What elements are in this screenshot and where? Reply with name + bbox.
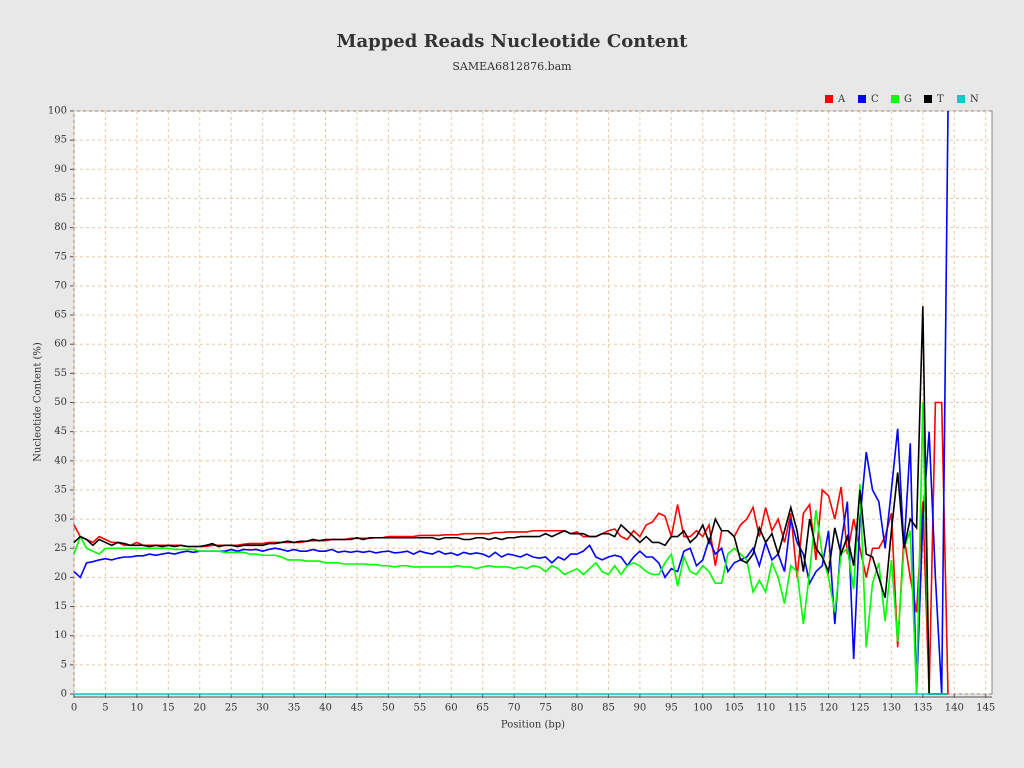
y-tick-label: 65 xyxy=(54,310,67,321)
x-tick-label: 60 xyxy=(445,703,458,714)
x-tick-label: 145 xyxy=(976,703,995,714)
y-tick-label: 55 xyxy=(54,368,67,379)
y-tick-label: 60 xyxy=(54,339,67,350)
legend-swatch xyxy=(924,95,932,103)
y-tick-label: 25 xyxy=(54,543,67,554)
x-tick-label: 110 xyxy=(756,703,775,714)
y-tick-label: 0 xyxy=(61,689,67,700)
x-tick-label: 105 xyxy=(725,703,744,714)
y-tick-label: 90 xyxy=(54,164,67,175)
x-tick-label: 95 xyxy=(665,703,678,714)
y-tick-label: 30 xyxy=(54,514,67,525)
y-axis-label: Nucleotide Content (%) xyxy=(33,342,44,462)
x-tick-label: 30 xyxy=(256,703,269,714)
y-tick-label: 10 xyxy=(54,630,67,641)
x-tick-label: 0 xyxy=(71,703,77,714)
series-line xyxy=(73,401,949,695)
y-tick-label: 80 xyxy=(54,222,67,233)
legend-swatch xyxy=(957,95,965,103)
legend-label: T xyxy=(937,94,944,105)
legend-label: A xyxy=(837,94,846,105)
legend-swatch xyxy=(891,95,899,103)
x-axis-label: Position (bp) xyxy=(501,720,565,731)
x-tick-label: 20 xyxy=(193,703,206,714)
legend-swatch xyxy=(858,95,866,103)
x-tick-label: 75 xyxy=(539,703,552,714)
y-tick-label: 95 xyxy=(54,135,67,146)
x-tick-label: 115 xyxy=(788,703,807,714)
x-tick-label: 135 xyxy=(913,703,932,714)
legend-label: N xyxy=(970,94,979,105)
legend-label: C xyxy=(871,94,879,105)
y-tick-label: 45 xyxy=(54,426,67,437)
y-tick-label: 15 xyxy=(54,601,67,612)
y-tick-label: 85 xyxy=(54,193,67,204)
y-tick-label: 75 xyxy=(54,251,67,262)
x-tick-label: 50 xyxy=(382,703,395,714)
x-tick-label: 5 xyxy=(102,703,108,714)
x-tick-label: 140 xyxy=(945,703,964,714)
y-tick-label: 35 xyxy=(54,484,67,495)
chart-title: Mapped Reads Nucleotide Content xyxy=(337,31,689,52)
x-tick-label: 15 xyxy=(162,703,175,714)
x-tick-label: 100 xyxy=(693,703,712,714)
y-tick-label: 50 xyxy=(54,397,67,408)
legend-label: G xyxy=(904,94,912,105)
y-tick-label: 70 xyxy=(54,280,67,291)
series-line xyxy=(73,306,948,695)
y-tick-label: 20 xyxy=(54,572,67,583)
x-tick-label: 90 xyxy=(634,703,647,714)
y-tick-label: 5 xyxy=(61,659,67,670)
x-tick-label: 120 xyxy=(819,703,838,714)
series-line xyxy=(73,402,948,695)
x-tick-label: 130 xyxy=(882,703,901,714)
x-tick-label: 65 xyxy=(476,703,489,714)
chart-subtitle: SAMEA6812876.bam xyxy=(452,60,572,73)
x-tick-label: 70 xyxy=(508,703,521,714)
y-tick-label: 100 xyxy=(48,106,67,117)
x-tick-label: 80 xyxy=(571,703,584,714)
x-tick-label: 10 xyxy=(131,703,144,714)
y-tick-label: 40 xyxy=(54,455,67,466)
x-tick-label: 55 xyxy=(413,703,426,714)
x-tick-label: 35 xyxy=(288,703,301,714)
x-tick-label: 45 xyxy=(351,703,364,714)
x-tick-label: 25 xyxy=(225,703,238,714)
x-tick-label: 40 xyxy=(319,703,332,714)
legend-swatch xyxy=(825,95,833,103)
x-tick-label: 85 xyxy=(602,703,615,714)
x-tick-label: 125 xyxy=(850,703,869,714)
